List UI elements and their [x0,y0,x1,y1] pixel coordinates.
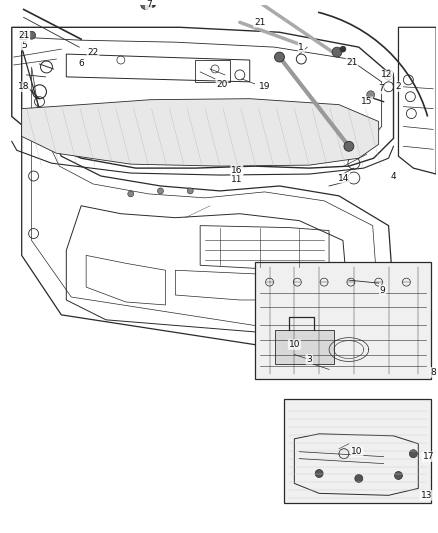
Polygon shape [21,99,378,166]
Circle shape [344,141,354,151]
Text: 14: 14 [338,174,350,182]
Text: 21: 21 [346,58,357,67]
Text: 12: 12 [381,70,392,79]
Circle shape [315,470,323,478]
Text: 1: 1 [298,43,304,52]
Text: 5: 5 [21,41,27,50]
Circle shape [395,472,403,480]
Text: 17: 17 [423,452,434,461]
Text: 10: 10 [289,340,300,349]
Circle shape [355,474,363,482]
Circle shape [141,0,151,10]
Circle shape [128,191,134,197]
Bar [275,330,334,365]
Circle shape [410,450,417,458]
Text: 19: 19 [259,82,270,91]
Text: 3: 3 [306,355,312,364]
Text: 22: 22 [88,47,99,56]
Text: 13: 13 [420,491,432,500]
Text: 21: 21 [18,31,29,40]
Text: 7: 7 [146,0,152,9]
Text: 18: 18 [18,82,29,91]
Text: 6: 6 [78,59,84,68]
Circle shape [332,47,342,57]
Text: 15: 15 [361,97,372,106]
Text: 9: 9 [380,286,385,295]
Text: 7: 7 [378,84,384,93]
Circle shape [275,52,284,62]
Text: 8: 8 [430,368,436,377]
Circle shape [158,188,163,194]
Text: 10: 10 [351,447,363,456]
Bar [284,399,431,503]
Circle shape [187,188,193,194]
Circle shape [28,31,35,39]
Bar [195,60,230,82]
Circle shape [150,2,155,7]
Text: 21: 21 [254,18,265,27]
Text: 4: 4 [391,172,396,181]
Circle shape [367,91,374,99]
Text: 2: 2 [396,82,401,91]
Text: 20: 20 [216,80,228,90]
Circle shape [340,46,346,52]
Bar [254,262,431,379]
Text: 16: 16 [231,166,243,175]
Text: 15: 15 [18,33,29,42]
Text: 11: 11 [231,174,243,183]
